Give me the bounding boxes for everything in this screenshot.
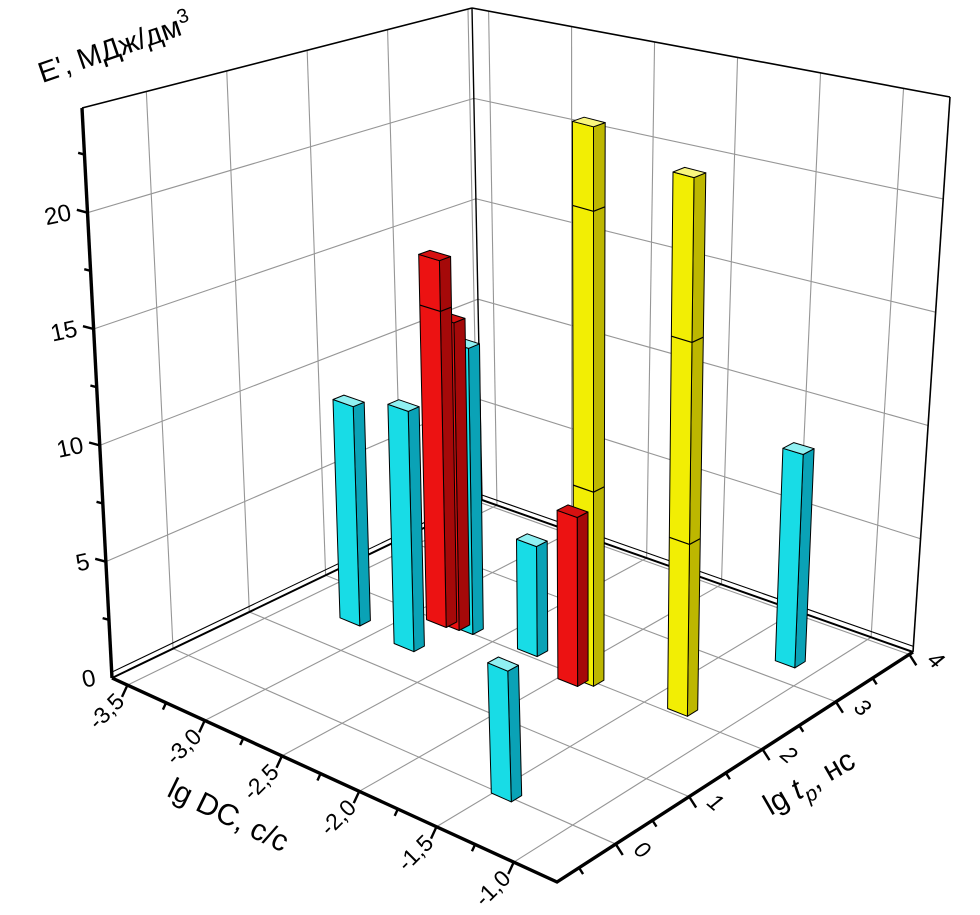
svg-text:2: 2 bbox=[775, 740, 802, 769]
plot-box-edges bbox=[81, 7, 951, 679]
grid-lines bbox=[87, 9, 944, 863]
bar-cyan bbox=[516, 533, 549, 658]
svg-text:4: 4 bbox=[923, 646, 950, 674]
svg-text:E', МДж/дм3: E', МДж/дм3 bbox=[33, 4, 196, 89]
svg-text:10: 10 bbox=[54, 432, 86, 464]
bar-cyan bbox=[387, 399, 425, 653]
svg-text:0: 0 bbox=[629, 835, 656, 863]
svg-text:3: 3 bbox=[849, 693, 876, 721]
bar-yellow bbox=[667, 166, 707, 717]
svg-text:20: 20 bbox=[42, 199, 74, 231]
svg-text:lg tp, нс: lg tp, нс bbox=[758, 743, 864, 827]
svg-text:1: 1 bbox=[703, 788, 730, 816]
tick-marks bbox=[76, 151, 918, 875]
svg-text:5: 5 bbox=[73, 548, 92, 577]
bar-cyan bbox=[487, 656, 523, 803]
bar-cyan bbox=[332, 394, 371, 627]
bars bbox=[332, 116, 815, 803]
bar-cyan bbox=[774, 442, 815, 669]
svg-text:0: 0 bbox=[80, 664, 99, 693]
axis-lines bbox=[80, 107, 914, 884]
svg-text:15: 15 bbox=[48, 315, 80, 347]
bar-red bbox=[418, 249, 458, 628]
bar-red bbox=[556, 504, 589, 687]
